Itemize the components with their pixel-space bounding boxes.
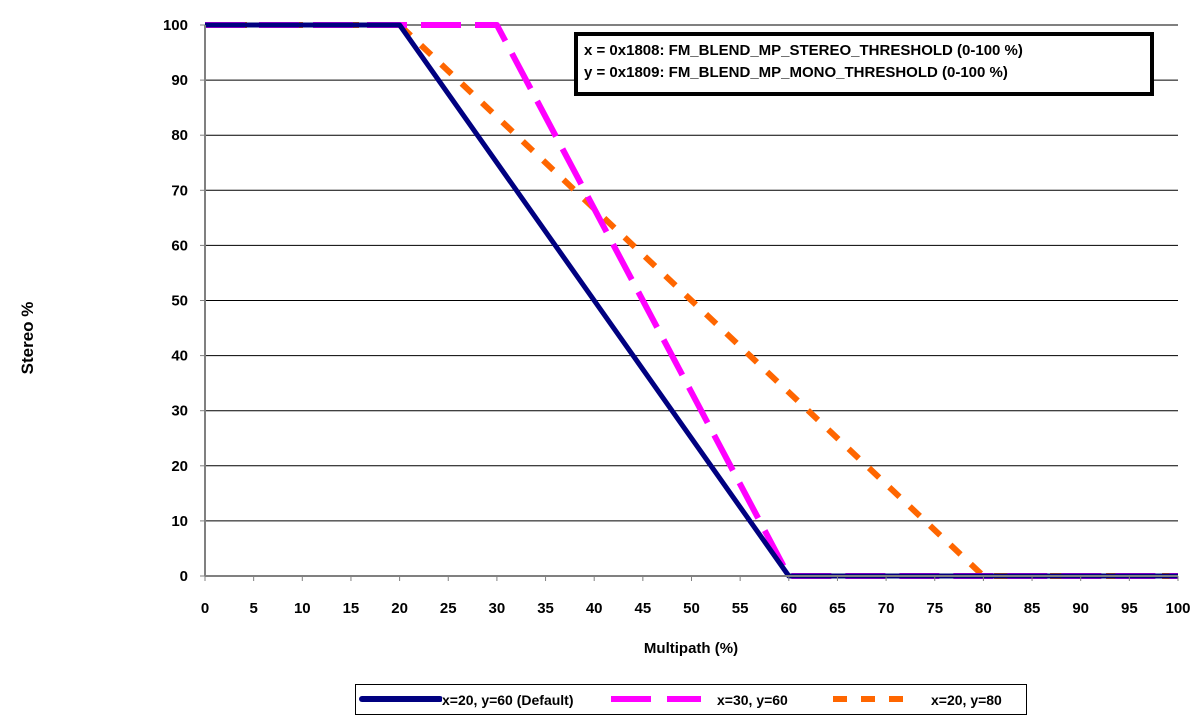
annotation-line-2: y = 0x1809: FM_BLEND_MP_MONO_THRESHOLD (…: [584, 64, 1008, 81]
gridlines: [205, 24, 1178, 522]
x-tick-label: 5: [249, 600, 257, 617]
y-tick-label: 0: [180, 568, 188, 585]
y-tick-label: 10: [171, 513, 188, 530]
legend-entry-x30-y60: x=30, y=60: [591, 685, 788, 714]
x-tick-label: 100: [1165, 600, 1190, 617]
x-tick-label: 60: [780, 600, 797, 617]
x-axis-label: Multipath (%): [644, 640, 738, 657]
legend-label-default: x=20, y=60 (Default): [442, 691, 574, 708]
y-tick-label: 70: [171, 182, 188, 199]
x-tick-label: 15: [343, 600, 360, 617]
annotation-box: x = 0x1808: FM_BLEND_MP_STEREO_THRESHOLD…: [574, 32, 1154, 96]
x-tick-label: 35: [537, 600, 554, 617]
legend-swatch-default: [359, 696, 442, 702]
x-tick-label: 90: [1072, 600, 1089, 617]
x-tick-label: 55: [732, 600, 749, 617]
x-tick-label: 50: [683, 600, 700, 617]
x-tick-label: 85: [1024, 600, 1041, 617]
y-tick-label: 80: [171, 127, 188, 144]
x-tick-label: 0: [201, 600, 209, 617]
x-tick-label: 40: [586, 600, 603, 617]
y-tick-label: 20: [171, 458, 188, 475]
y-tick-labels: 0 10 20 30 40 50 60 70 80 90 100: [163, 17, 205, 585]
y-tick-label: 30: [171, 403, 188, 420]
x-tick-label: 80: [975, 600, 992, 617]
y-tick-label: 90: [171, 72, 188, 89]
legend-entry-x20-y80: x=20, y=80: [813, 685, 1002, 714]
x-tick-label: 75: [926, 600, 943, 617]
legend-label-x20-y80: x=20, y=80: [931, 691, 1002, 708]
y-axis-label: Stereo %: [18, 302, 37, 375]
legend-swatch-x20-y80: [833, 696, 917, 702]
y-tick-label: 100: [163, 17, 188, 34]
legend-swatch-x30-y60: [611, 696, 701, 702]
y-tick-label: 40: [171, 348, 188, 365]
y-tick-label: 50: [171, 293, 188, 310]
x-tick-label: 45: [635, 600, 652, 617]
x-tick-label: 10: [294, 600, 311, 617]
x-tick-label: 20: [391, 600, 408, 617]
legend-label-x30-y60: x=30, y=60: [717, 691, 788, 708]
legend: x=20, y=60 (Default) x=30, y=60 x=20, y=…: [355, 684, 1027, 715]
x-tick-label: 25: [440, 600, 457, 617]
x-tick-label: 30: [489, 600, 506, 617]
x-tick-label: 95: [1121, 600, 1138, 617]
y-tick-label: 60: [171, 237, 188, 254]
x-tick-labels: 0 5 10 15 20 25 30 35 40 45 50 55 60 65 70 75 80 85 90 95 10…: [201, 576, 1191, 617]
legend-entry-default: x=20, y=60 (Default): [358, 685, 574, 714]
x-tick-label: 65: [829, 600, 846, 617]
annotation-line-1: x = 0x1808: FM_BLEND_MP_STEREO_THRESHOLD…: [584, 42, 1023, 59]
x-tick-label: 70: [878, 600, 895, 617]
